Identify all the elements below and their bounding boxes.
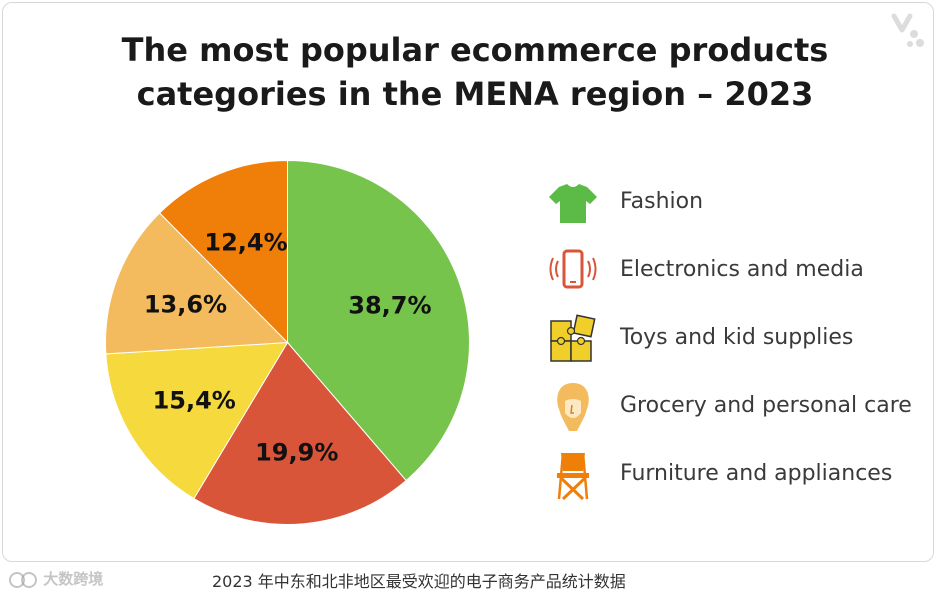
legend-label: Grocery and personal care [620,393,912,418]
legend-label: Furniture and appliances [620,461,893,486]
legend-item-toys: Toys and kid supplies [545,311,925,367]
pie-data-label: 15,4% [153,386,236,414]
legend-item-fashion: Fashion [545,175,925,231]
t-shirt-icon [549,184,597,223]
legend-label: Electronics and media [620,257,864,282]
legend-item-electronics: Electronics and media [545,243,925,299]
pie-slice-electronics [193,341,407,525]
legend-label: Fashion [620,189,704,214]
brand-logo-icon [891,13,924,47]
legend-label: Toys and kid supplies [620,325,854,350]
pie-slice-fashion [287,159,470,482]
pie-chart: 38,7% 19,9% 15,4% 13,6% 12,4% [105,159,470,525]
pie-slice-grocery [105,212,289,355]
chart-title-line-1: The most popular ecommerce products [121,31,829,69]
smartphone-icon [549,249,597,289]
pie-slice-furniture [158,159,288,344]
pie-data-label: 38,7% [348,292,431,320]
face-icon [557,383,589,431]
legend-item-grocery: Grocery and personal care [545,379,925,435]
watermark: 大数跨境 [8,568,103,589]
folding-chair-icon [557,452,589,501]
watermark-logo-icon [9,571,37,588]
pie-slice-toys [105,341,289,500]
watermark-text: 大数跨境 [43,570,104,588]
chart-title: The most popular ecommerce products cate… [0,28,938,116]
pie-data-label: 13,6% [144,291,227,319]
legend-item-furniture: Furniture and appliances [545,447,925,503]
puzzle-icon [550,314,596,362]
image-caption: 2023 年中东和北非地区最受欢迎的电子商务产品统计数据 [212,572,626,591]
pie-data-label: 12,4% [204,228,287,256]
pie-data-label: 19,9% [255,438,338,466]
chart-title-line-2: categories in the MENA region – 2023 [136,75,814,113]
